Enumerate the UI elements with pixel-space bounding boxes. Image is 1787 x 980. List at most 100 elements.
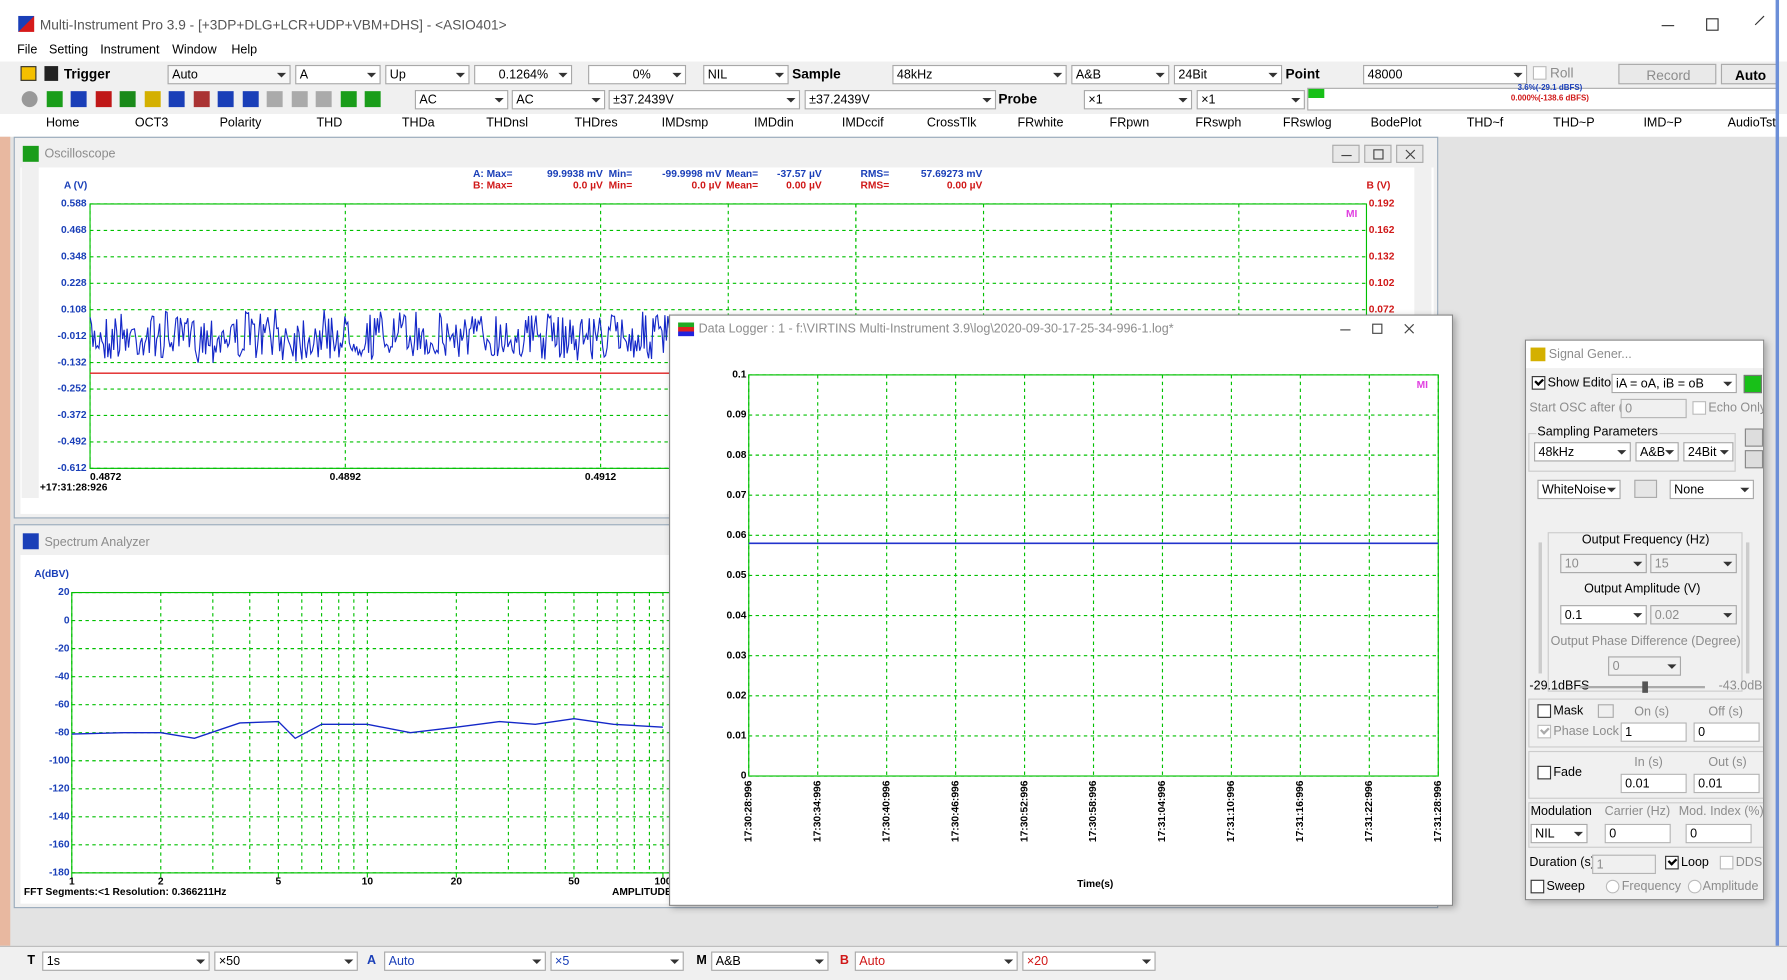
tab[interactable]: THD~P <box>1553 116 1595 130</box>
text-field[interactable]: 1 <box>1592 854 1656 875</box>
dropdown[interactable]: ×5 <box>550 951 684 971</box>
tab[interactable]: THDa <box>401 116 435 130</box>
tab[interactable]: FRpwn <box>1109 116 1150 130</box>
text-field[interactable]: 0.01 <box>1620 773 1687 794</box>
dropdown[interactable]: ×1 <box>1083 90 1193 110</box>
dropdown[interactable]: 48kHz <box>1533 442 1631 462</box>
maximize-button[interactable] <box>1364 144 1392 163</box>
edit-button[interactable] <box>1634 479 1658 498</box>
dropdown[interactable]: ×1 <box>1196 90 1305 110</box>
save-button[interactable] <box>1744 428 1764 447</box>
spin-box[interactable]: 0.1264% <box>474 64 573 85</box>
tab[interactable]: AudioTst <box>1727 116 1776 130</box>
dropdown[interactable]: Auto <box>854 951 1018 971</box>
tab[interactable]: FRswph <box>1195 116 1242 130</box>
radio-button[interactable] <box>1687 879 1702 894</box>
checkbox[interactable] <box>1537 724 1552 739</box>
tab[interactable]: IMDccif <box>841 116 884 130</box>
dropdown[interactable]: ×50 <box>214 951 358 971</box>
tool-icon[interactable] <box>46 91 63 108</box>
tab[interactable]: THDres <box>574 116 618 130</box>
dropdown[interactable]: 1s <box>42 951 210 971</box>
tool-icon[interactable] <box>144 91 161 108</box>
dropdown[interactable]: 0 <box>1608 656 1682 676</box>
menu-item[interactable]: Setting <box>49 43 89 57</box>
tool-icon[interactable] <box>119 91 136 108</box>
dropdown[interactable]: NIL <box>703 64 789 85</box>
tab[interactable]: CrossTlk <box>926 116 977 130</box>
checkbox[interactable] <box>1665 855 1679 870</box>
dropdown[interactable]: 15 <box>1650 553 1737 574</box>
tool-icon[interactable] <box>168 91 185 108</box>
checkbox[interactable] <box>1692 401 1707 415</box>
dropdown[interactable]: ±37.2439V <box>608 90 801 110</box>
tab[interactable]: FRwhite <box>1017 116 1064 130</box>
spin-box[interactable]: 0% <box>588 64 687 85</box>
dropdown[interactable]: AC <box>511 90 606 110</box>
text-field[interactable]: 0.01 <box>1693 773 1760 794</box>
text-field[interactable]: 0 <box>1693 722 1760 742</box>
auto-button[interactable]: Auto <box>1720 63 1778 85</box>
tab[interactable]: THD <box>316 116 343 130</box>
tab[interactable]: BodePlot <box>1370 116 1422 130</box>
dropdown[interactable]: Auto <box>167 64 291 85</box>
radio-button[interactable] <box>1605 879 1620 894</box>
dropdown[interactable]: A&B <box>711 951 829 971</box>
tab[interactable]: THD~f <box>1466 116 1504 130</box>
tool-icon[interactable] <box>95 91 112 108</box>
dropdown[interactable]: Up <box>385 64 470 85</box>
tab[interactable]: IMDdin <box>753 116 794 130</box>
dropdown[interactable]: iA = oA, iB = oB <box>1611 373 1737 394</box>
text-field[interactable]: 0 <box>1604 823 1671 844</box>
maximize-button[interactable] <box>1364 320 1391 338</box>
checkbox[interactable] <box>1532 66 1547 80</box>
maximize-button[interactable] <box>1704 16 1722 34</box>
dropdown[interactable]: 0.1 <box>1560 605 1647 625</box>
dropdown[interactable]: 0.02 <box>1650 605 1737 625</box>
dropdown[interactable]: 48000 <box>1363 64 1528 85</box>
checkbox[interactable] <box>1530 879 1545 894</box>
menu-item[interactable]: Help <box>231 43 258 57</box>
tab[interactable]: OCT3 <box>134 116 169 130</box>
checkbox[interactable] <box>1719 855 1734 870</box>
dropdown[interactable]: A <box>295 64 381 85</box>
dropdown[interactable]: NIL <box>1530 823 1588 844</box>
tool-icon[interactable] <box>315 91 332 108</box>
minimize-button[interactable] <box>1332 320 1359 338</box>
menu-item[interactable]: Instrument <box>100 43 160 57</box>
dropdown[interactable]: Auto <box>384 951 546 971</box>
record-button[interactable]: Record <box>1618 63 1717 85</box>
checkbox[interactable] <box>1537 765 1552 780</box>
close-button[interactable] <box>1396 144 1424 163</box>
tool-icon[interactable] <box>193 91 210 108</box>
dropdown[interactable]: ±37.2439V <box>804 90 997 110</box>
dropdown[interactable]: A&B <box>1635 442 1679 462</box>
tab[interactable]: Polarity <box>219 116 262 130</box>
tool-icon[interactable] <box>242 91 259 108</box>
dropdown[interactable]: ×20 <box>1022 951 1156 971</box>
dropdown[interactable]: WhiteNoise <box>1537 479 1621 500</box>
dropdown[interactable]: A&B <box>1071 64 1170 85</box>
list-button[interactable] <box>1744 450 1764 469</box>
tab[interactable]: IMDsmp <box>661 116 709 130</box>
tab[interactable]: Home <box>45 116 80 130</box>
tool-icon[interactable] <box>217 91 234 108</box>
minimize-button[interactable] <box>1659 16 1677 34</box>
tool-icon[interactable] <box>364 91 381 108</box>
tool-icon[interactable] <box>266 91 283 108</box>
tool-icon[interactable] <box>21 91 38 108</box>
tool-icon[interactable] <box>291 91 308 108</box>
tool-icon[interactable] <box>340 91 357 108</box>
close-button[interactable] <box>1749 15 1773 34</box>
menu-item[interactable]: Window <box>172 43 217 57</box>
tab[interactable]: FRswlog <box>1282 116 1332 130</box>
text-field[interactable]: 1 <box>1620 722 1687 742</box>
tool-icon[interactable] <box>70 91 87 108</box>
dropdown[interactable]: 24Bit <box>1683 442 1734 462</box>
menu-item[interactable]: File <box>17 43 38 57</box>
tab[interactable]: IMD~P <box>1643 116 1683 130</box>
text-field[interactable]: 0 <box>1685 823 1752 844</box>
checkbox[interactable] <box>1537 704 1552 718</box>
text-field[interactable]: 0 <box>1620 398 1687 419</box>
slider-thumb[interactable] <box>1642 681 1648 693</box>
